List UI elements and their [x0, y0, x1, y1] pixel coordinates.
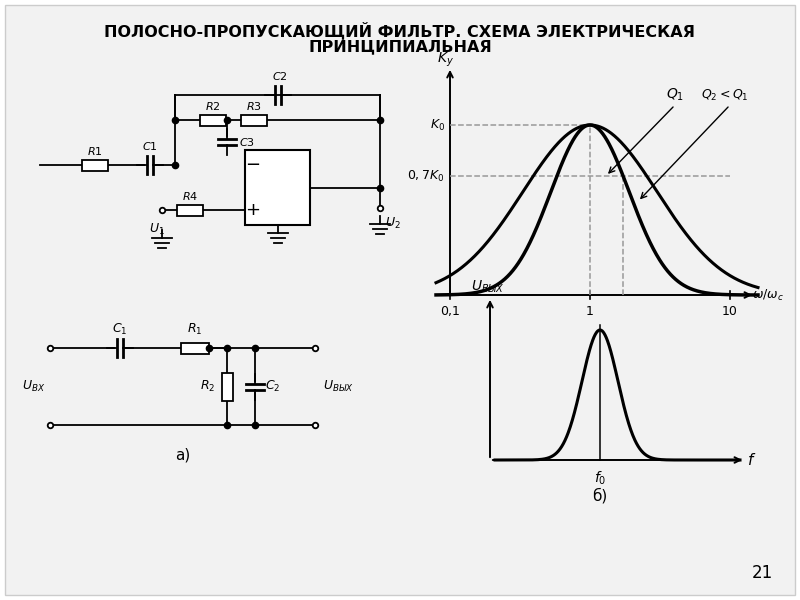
Text: +: + — [246, 201, 261, 219]
Text: 21: 21 — [751, 564, 773, 582]
Text: б): б) — [592, 488, 608, 503]
Text: 10: 10 — [722, 305, 738, 318]
Text: $U_1$: $U_1$ — [149, 222, 165, 237]
Text: $Q_2 < Q_1$: $Q_2 < Q_1$ — [701, 88, 749, 103]
Text: $K_y$: $K_y$ — [437, 51, 454, 69]
Bar — [200, 115, 226, 125]
Text: $U_{ВХ}$: $U_{ВХ}$ — [22, 379, 45, 394]
Text: $C_1$: $C_1$ — [112, 322, 128, 337]
Bar — [245, 150, 310, 225]
Text: $R3$: $R3$ — [246, 100, 262, 112]
Text: $R2$: $R2$ — [205, 100, 221, 112]
Text: $0,7K_0$: $0,7K_0$ — [407, 169, 445, 184]
Text: $R1$: $R1$ — [87, 145, 103, 157]
Text: $R4$: $R4$ — [182, 190, 198, 202]
Text: $C1$: $C1$ — [142, 140, 158, 152]
Bar — [181, 343, 209, 353]
Text: ПОЛОСНО-ПРОПУСКАЮЩИЙ ФИЛЬТР. СХЕМА ЭЛЕКТРИЧЕСКАЯ: ПОЛОСНО-ПРОПУСКАЮЩИЙ ФИЛЬТР. СХЕМА ЭЛЕКТ… — [105, 22, 695, 40]
Text: $U_{ВЫХ}$: $U_{ВЫХ}$ — [471, 279, 505, 295]
Text: $R_2$: $R_2$ — [200, 379, 215, 394]
Bar — [241, 115, 267, 125]
Text: $f_0$: $f_0$ — [594, 470, 606, 487]
Text: −: − — [246, 156, 261, 174]
Text: ПРИНЦИПИАЛЬНАЯ: ПРИНЦИПИАЛЬНАЯ — [308, 39, 492, 54]
Text: 1: 1 — [586, 305, 594, 318]
Bar — [222, 373, 233, 401]
Text: $U_{ВЫХ}$: $U_{ВЫХ}$ — [323, 379, 354, 394]
Text: $Q_1$: $Q_1$ — [666, 87, 684, 103]
Text: $K_0$: $K_0$ — [430, 118, 445, 133]
Text: $\omega/\omega_c$: $\omega/\omega_c$ — [752, 287, 784, 302]
Text: а): а) — [175, 447, 190, 462]
Text: 0,1: 0,1 — [440, 305, 460, 318]
Bar — [177, 205, 203, 215]
Bar — [82, 160, 108, 170]
Text: $U_2$: $U_2$ — [385, 215, 401, 230]
Text: $f$: $f$ — [747, 452, 757, 468]
Text: $C2$: $C2$ — [272, 70, 287, 82]
Text: $C_2$: $C_2$ — [265, 379, 280, 394]
Text: $R_1$: $R_1$ — [187, 322, 202, 337]
Text: $C3$: $C3$ — [239, 136, 255, 148]
